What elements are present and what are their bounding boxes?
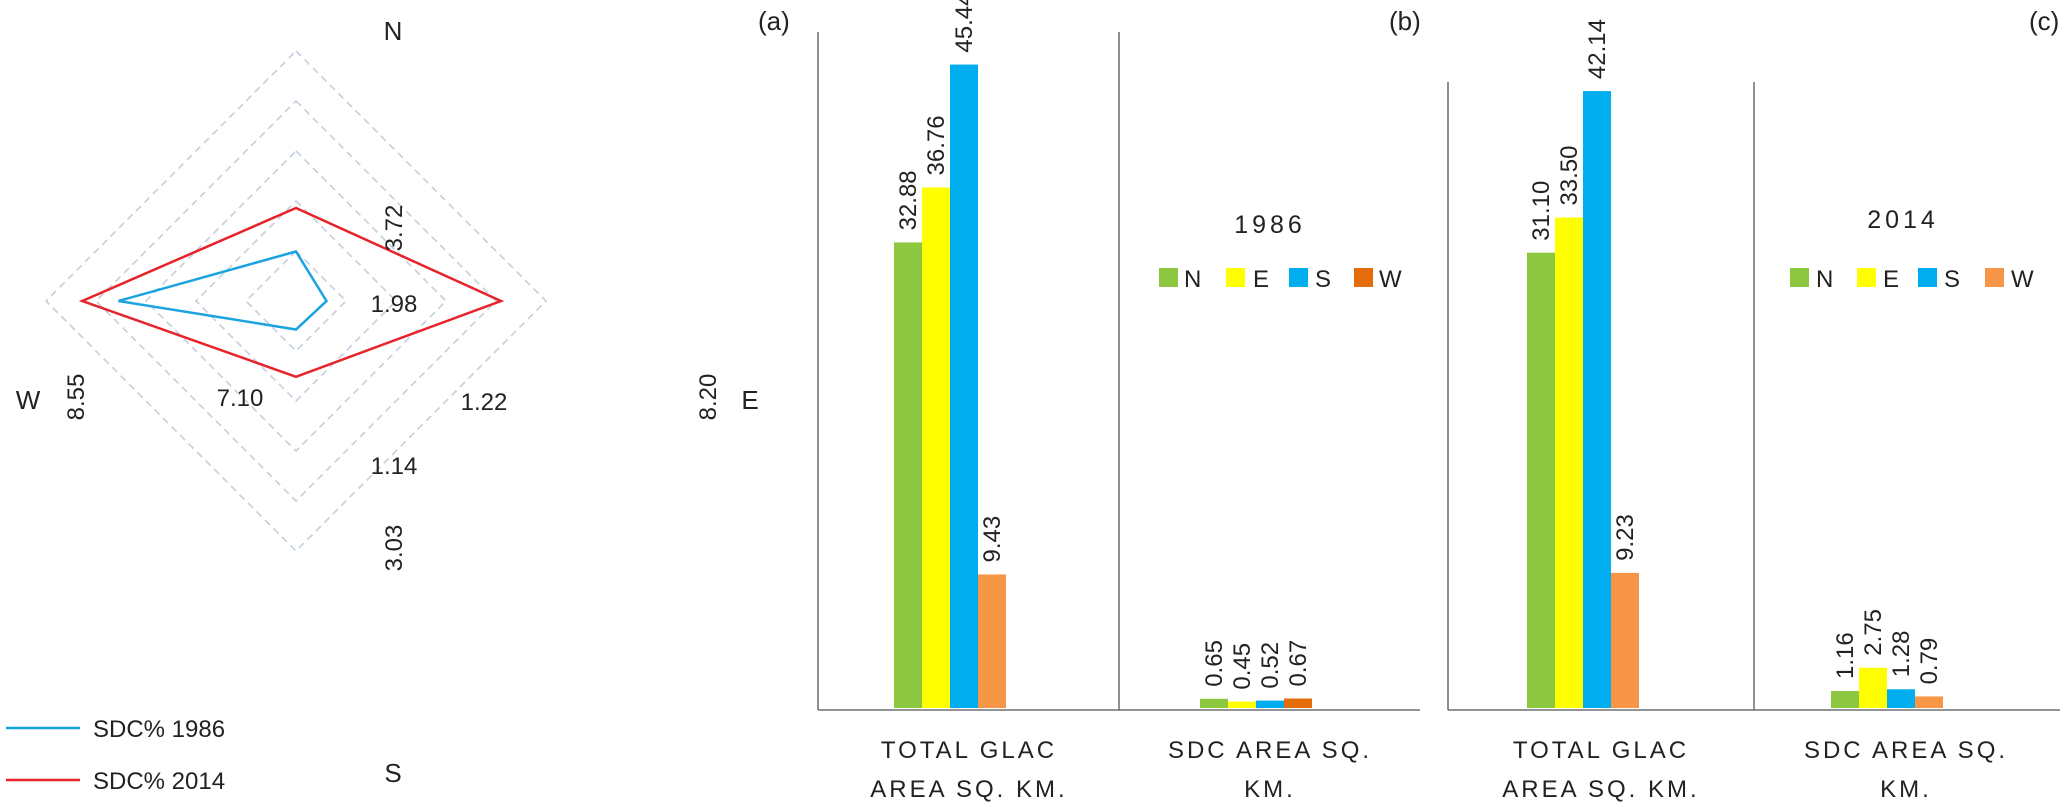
radar-label-2014-w: 8.55 — [63, 374, 90, 421]
legend-label-e-2014: E — [1883, 266, 1899, 293]
legend-label-s-2014: S — [1944, 266, 1960, 293]
bar-label-1986-s-cat1: 0.52 — [1257, 642, 1284, 689]
bar-label-1986-n-cat0: 32.88 — [895, 170, 922, 230]
bar-label-1986-e-cat0: 36.76 — [923, 115, 950, 175]
legend-label-n-1986: N — [1184, 266, 1201, 293]
legend-swatch-n-2014 — [1790, 268, 1809, 287]
bar-2014-e-cat0 — [1555, 217, 1583, 708]
bar-label-2014-w-cat0: 9.23 — [1612, 514, 1639, 561]
legend-swatch-w-1986 — [1354, 268, 1373, 287]
radar-grid — [44, 49, 548, 553]
bar-label-1986-w-cat1: 0.67 — [1285, 640, 1312, 687]
bar-2014-n-cat0 — [1527, 252, 1555, 709]
bar-1986-e-cat1 — [1228, 701, 1256, 708]
radar-direction-n: N — [384, 16, 403, 46]
bar-1986-w-cat1 — [1284, 698, 1312, 708]
legend-swatch-e-1986 — [1226, 268, 1245, 287]
bar-2014-category-0-line-0: TOTAL GLAC — [1513, 737, 1689, 764]
bar-1986-e-cat0 — [922, 187, 950, 708]
bar-chart-2014-axes — [1447, 82, 2060, 711]
radar-direction-w: W — [16, 385, 41, 415]
bar-1986-legend: N E S W — [1159, 266, 1402, 293]
bar-1986-year: 1986 — [1234, 211, 1306, 239]
bar-label-2014-e-cat0: 33.50 — [1556, 145, 1583, 205]
radar-grid-ring-5 — [44, 49, 548, 553]
legend-label-e-1986: E — [1253, 266, 1269, 293]
bar-1986-category-1-line-1: KM. — [1244, 776, 1296, 803]
bar-1986-n-cat0 — [894, 242, 922, 709]
bar-2014-legend: N E S W — [1790, 266, 2034, 293]
bar-label-1986-e-cat1: 0.45 — [1229, 643, 1256, 690]
legend-label-n-2014: N — [1816, 266, 1833, 293]
bar-1986-category-1-line-0: SDC AREA SQ. — [1168, 737, 1372, 764]
bar-1986-category-0-line-0: TOTAL GLAC — [881, 737, 1057, 764]
bar-label-2014-e-cat1: 2.75 — [1860, 609, 1887, 656]
legend-label-sdc-2014: SDC% 2014 — [93, 768, 225, 795]
radar-label-1986-s: 1.14 — [371, 453, 418, 480]
bar-chart-1986-axes — [817, 32, 1420, 711]
bar-1986-s-cat0 — [950, 64, 978, 709]
bar-1986-w-cat0 — [978, 574, 1006, 708]
legend-swatch-e-2014 — [1857, 268, 1876, 287]
radar-label-2014-n: 3.72 — [381, 205, 408, 252]
bar-2014-year: 2014 — [1867, 206, 1939, 234]
bar-1986-n-cat1 — [1200, 698, 1228, 708]
legend-swatch-s-2014 — [1918, 268, 1937, 287]
radar-direction-e: E — [741, 385, 758, 415]
radar-series-sdc-2014 — [78, 206, 505, 379]
radar-label-1986-n: 1.98 — [371, 291, 418, 318]
legend-label-w-1986: W — [1379, 266, 1402, 293]
bar-2014-category-0-line-1: AREA SQ. KM. — [1502, 776, 1699, 803]
radar-grid-ring-4 — [94, 99, 498, 503]
bar-label-1986-s-cat0: 45.44 — [951, 0, 978, 53]
legend-swatch-s-1986 — [1289, 268, 1308, 287]
panel-label-b: (b) — [1389, 6, 1421, 36]
radar-label-2014-e: 8.20 — [695, 374, 722, 421]
bar-2014-e-cat1 — [1859, 667, 1887, 708]
bar-label-2014-n-cat1: 1.16 — [1832, 632, 1859, 679]
bar-label-2014-n-cat0: 31.10 — [1528, 181, 1555, 241]
bar-2014-w-cat0 — [1611, 572, 1639, 708]
bar-2014-s-cat1 — [1887, 689, 1915, 708]
radar-series-sdc-1986 — [118, 250, 329, 331]
bar-2014-category-1-line-1: KM. — [1880, 776, 1932, 803]
panel-label-a: (a) — [758, 6, 790, 36]
bar-1986-s-cat1 — [1256, 700, 1284, 708]
bar-2014-category-1-line-0: SDC AREA SQ. — [1804, 737, 2008, 764]
bar-label-2014-w-cat1: 0.79 — [1916, 638, 1943, 685]
legend-swatch-w-2014 — [1985, 268, 2004, 287]
bar-label-1986-n-cat1: 0.65 — [1201, 640, 1228, 687]
bar-1986-category-0-line-1: AREA SQ. KM. — [870, 776, 1067, 803]
radar-label-2014-s: 3.03 — [381, 525, 408, 572]
legend-swatch-n-1986 — [1159, 268, 1178, 287]
bar-label-2014-s-cat1: 1.28 — [1888, 631, 1915, 678]
bar-2014-n-cat1 — [1831, 691, 1859, 708]
radar-chart: N E S W 1.98 1.22 1.14 7.10 3.72 8.20 3.… — [6, 16, 759, 795]
radar-grid-ring-3 — [144, 149, 448, 453]
radar-grid-ring-2 — [194, 199, 398, 403]
radar-grid-ring-1 — [244, 249, 348, 353]
bar-label-1986-w-cat0: 9.43 — [979, 516, 1006, 563]
bar-2014-s-cat0 — [1583, 91, 1611, 709]
legend-label-s-1986: S — [1315, 266, 1331, 293]
bar-label-2014-s-cat0: 42.14 — [1584, 19, 1611, 79]
panel-label-c: (c) — [2029, 6, 2059, 36]
radar-legend: SDC% 1986 SDC% 2014 — [6, 716, 225, 795]
bar-2014-w-cat1 — [1915, 696, 1943, 708]
radar-label-1986-w: 7.10 — [217, 385, 264, 412]
legend-label-sdc-1986: SDC% 1986 — [93, 716, 225, 743]
legend-label-w-2014: W — [2011, 266, 2034, 293]
radar-label-1986-e: 1.22 — [461, 389, 508, 416]
radar-direction-s: S — [384, 758, 401, 788]
